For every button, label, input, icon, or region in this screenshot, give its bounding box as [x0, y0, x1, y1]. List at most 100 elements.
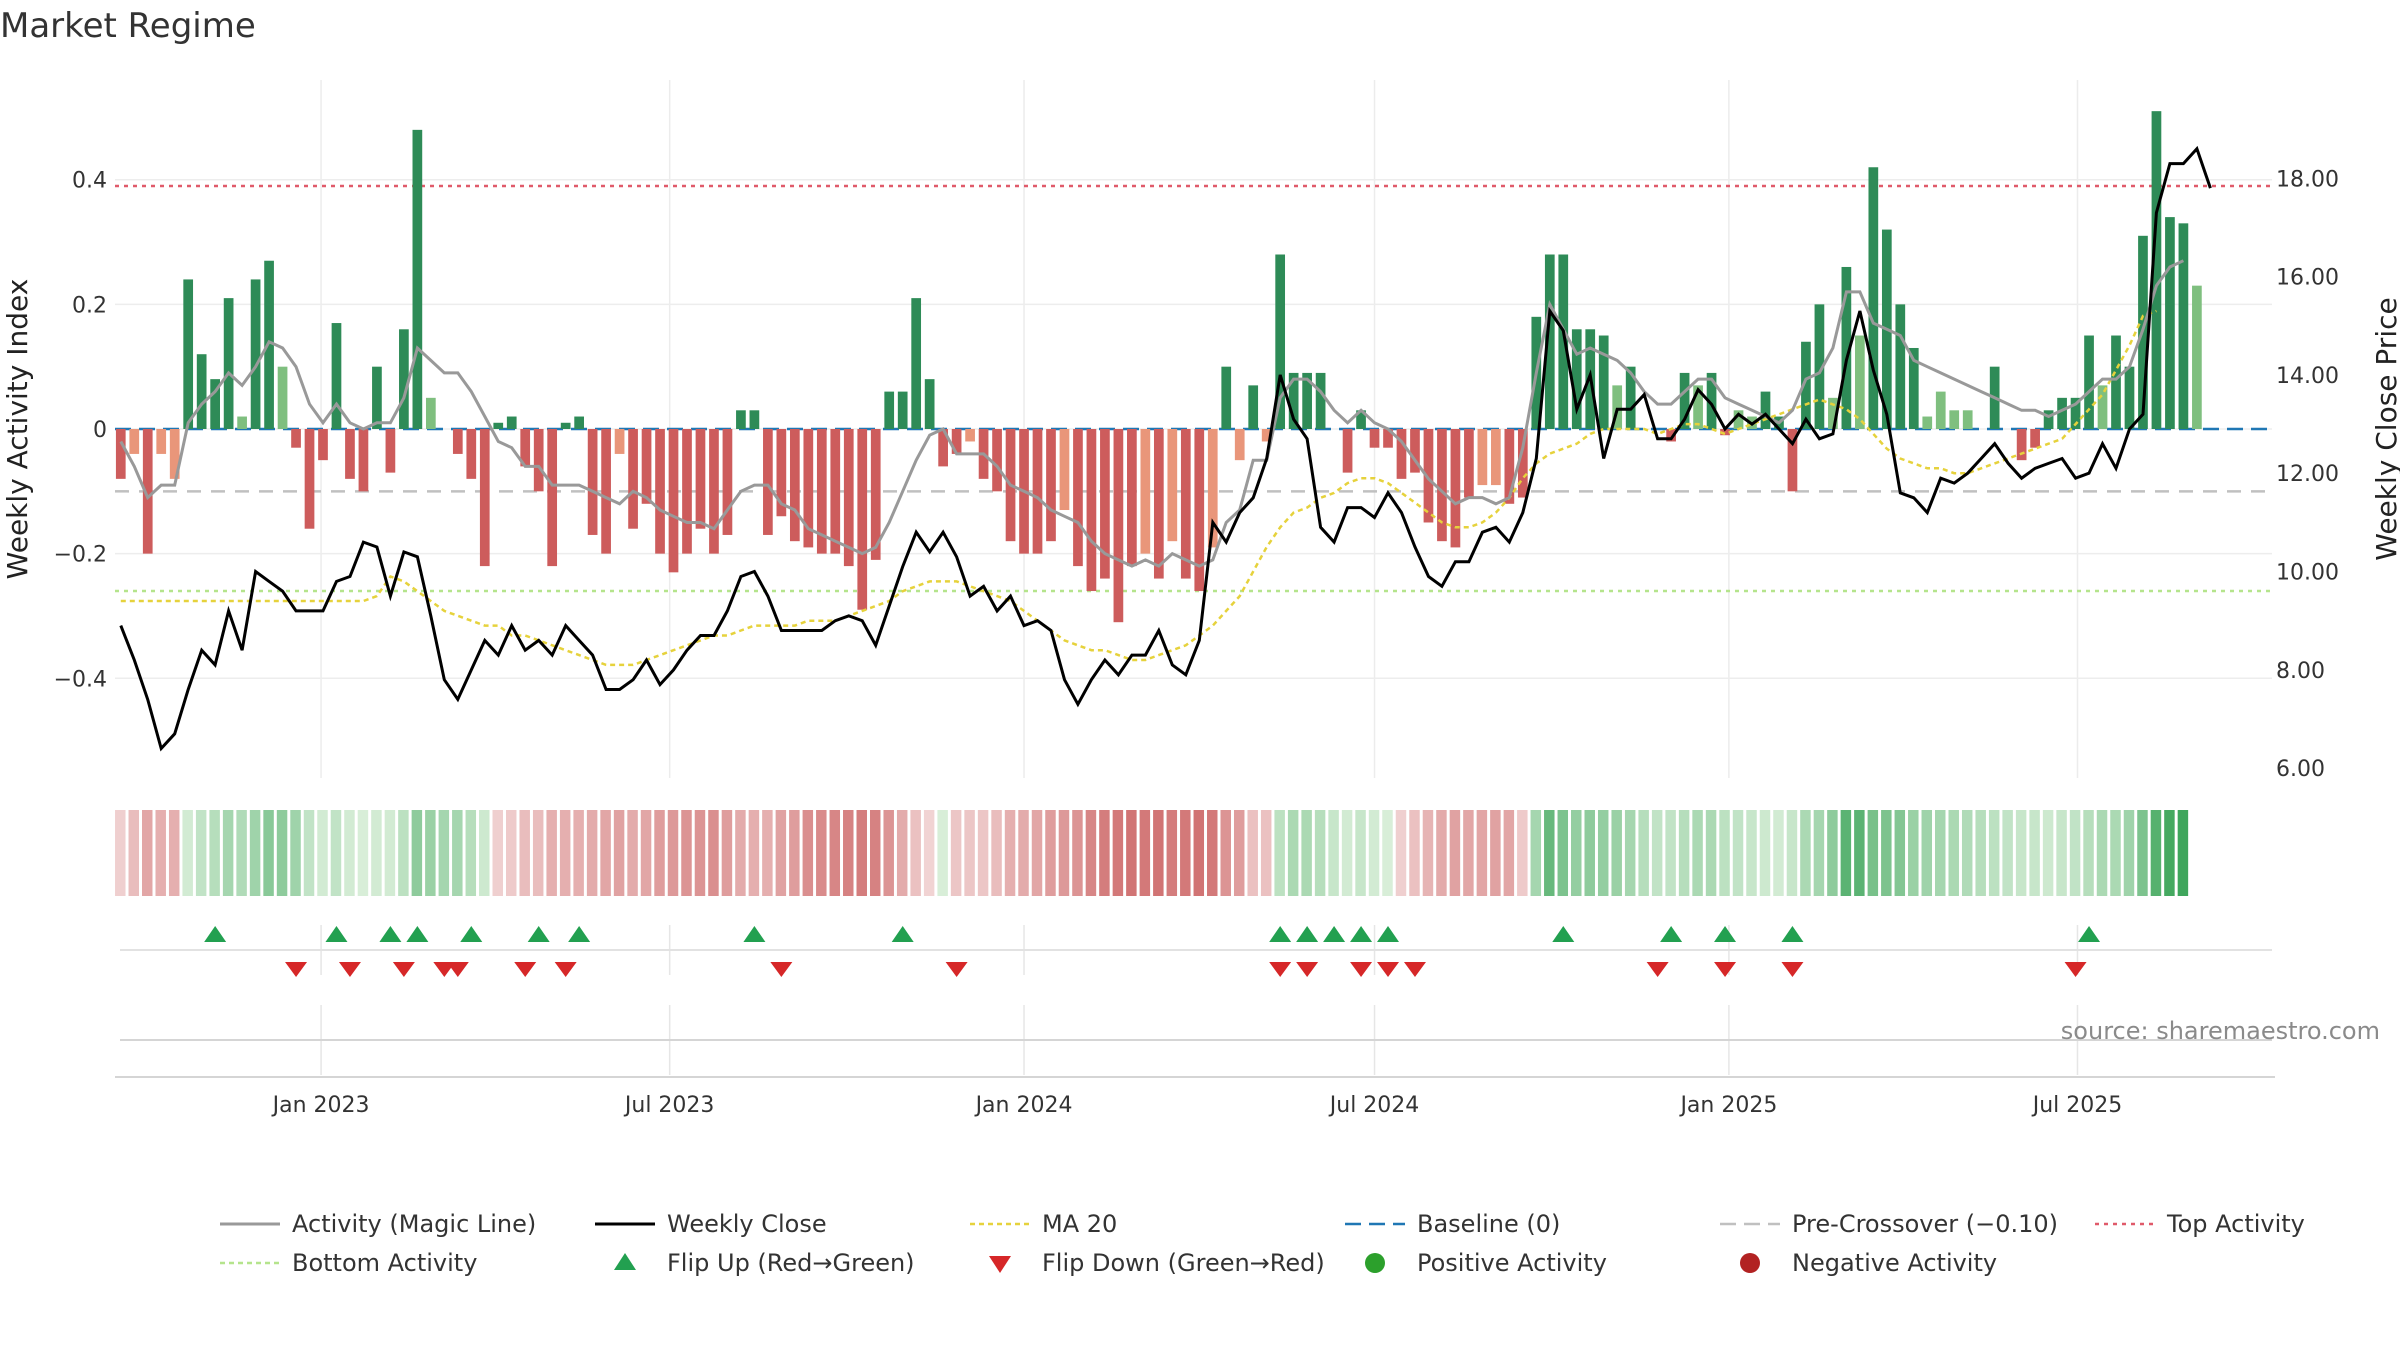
activity-bar — [2178, 223, 2189, 429]
reference-lines — [115, 184, 2272, 593]
activity-bar — [1261, 429, 1272, 442]
regime-cell — [2002, 810, 2013, 896]
legend-swatch-pos_dot — [1365, 1253, 1385, 1273]
x-tick-label: Jul 2024 — [1328, 1093, 1420, 1118]
activity-bar — [1194, 429, 1205, 592]
regime-cell — [1126, 810, 1137, 896]
regime-cell — [1274, 810, 1285, 896]
activity-bar — [776, 429, 787, 517]
regime-cell — [1490, 810, 1501, 896]
activity-bar — [385, 429, 396, 473]
regime-cell — [411, 810, 423, 896]
regime-cell — [1031, 810, 1043, 896]
regime-cell — [195, 810, 207, 896]
activity-bar — [628, 429, 638, 529]
regime-cell — [2177, 810, 2189, 896]
regime-cell — [748, 810, 760, 896]
regime-cell — [923, 810, 935, 896]
regime-cell — [2029, 810, 2040, 896]
activity-magic-line — [119, 259, 2185, 568]
regime-strip — [115, 810, 2189, 896]
flip-up-marker — [1660, 926, 1683, 942]
legend-swatch-flip_up — [614, 1253, 636, 1270]
regime-cell — [2137, 810, 2148, 896]
activity-bar — [277, 366, 288, 429]
activity-bar — [399, 329, 409, 429]
activity-bar — [1841, 266, 1852, 429]
flip-up-marker — [1552, 926, 1575, 942]
regime-cell — [2096, 810, 2108, 896]
activity-bar — [1423, 429, 1434, 523]
activity-bar — [924, 379, 935, 429]
regime-cell — [276, 810, 288, 896]
flip-down-marker — [1350, 962, 1373, 977]
activity-bar — [2016, 429, 2027, 461]
activity-bar — [1855, 335, 1865, 429]
legend-label: Flip Up (Red→Green) — [667, 1249, 915, 1277]
regime-cell — [1867, 810, 1879, 896]
activity-bar — [2084, 335, 2094, 429]
activity-bar — [1369, 429, 1380, 448]
activity-bar — [1801, 341, 1811, 429]
regime-cell — [546, 810, 557, 896]
regime-cell — [1476, 810, 1488, 896]
activity-bar — [1207, 429, 1218, 548]
legend: Activity (Magic Line) Weekly Close MA 20 Ba… — [220, 1210, 2305, 1277]
flip-down-marker — [2064, 962, 2087, 977]
flip-down-marker — [392, 962, 415, 977]
regime-cell — [600, 810, 611, 896]
y-left-tick-label: 0.4 — [72, 169, 107, 194]
regime-cell — [950, 810, 962, 896]
regime-cell — [1975, 810, 1986, 896]
regime-cell — [398, 810, 409, 896]
activity-bar — [938, 429, 948, 467]
activity-bar — [789, 429, 800, 542]
activity-bar — [1571, 329, 1582, 429]
activity-bar — [803, 429, 814, 548]
activity-bar — [1477, 429, 1488, 486]
activity-bar — [425, 397, 436, 429]
regime-cell — [1180, 810, 1191, 896]
regime-cell — [1544, 810, 1555, 896]
activity-bar — [1342, 429, 1353, 473]
regime-cell — [1881, 810, 1892, 896]
regime-cell — [1921, 810, 1933, 896]
x-tick-label: Jul 2023 — [623, 1093, 715, 1118]
activity-bar — [911, 298, 922, 429]
regime-cell — [910, 810, 921, 896]
regime-cell — [2164, 810, 2175, 896]
regime-cell — [141, 810, 153, 896]
regime-cell — [357, 810, 369, 896]
activity-bar — [1437, 429, 1447, 542]
regime-cell — [2056, 810, 2067, 896]
activity-bar — [156, 429, 167, 454]
regime-cell — [1584, 810, 1595, 896]
activity-bar — [412, 129, 423, 429]
regime-cell — [1719, 810, 1730, 896]
regime-cell — [991, 810, 1002, 896]
activity-bar — [2111, 335, 2121, 429]
regime-cell — [829, 810, 841, 896]
regime-cell — [1665, 810, 1676, 896]
flip-down-marker — [514, 962, 537, 977]
activity-bar — [2124, 366, 2135, 429]
activity-bar — [843, 429, 854, 567]
regime-cell — [937, 810, 948, 896]
regime-cell — [452, 810, 463, 896]
regime-cell — [1624, 810, 1636, 896]
regime-cell — [1827, 810, 1838, 896]
regime-cell — [290, 810, 301, 896]
regime-cell — [2110, 810, 2121, 896]
activity-bar — [1679, 372, 1690, 429]
regime-cell — [1247, 810, 1258, 896]
regime-cell — [559, 810, 571, 896]
flip-markers — [120, 926, 2272, 977]
regime-cell — [1085, 810, 1097, 896]
regime-cell — [1220, 810, 1231, 896]
chart-title: Market Regime — [0, 6, 256, 46]
activity-bar — [291, 429, 301, 448]
regime-cell — [1449, 810, 1461, 896]
regime-cell — [1233, 810, 1245, 896]
regime-cell — [2083, 810, 2094, 896]
